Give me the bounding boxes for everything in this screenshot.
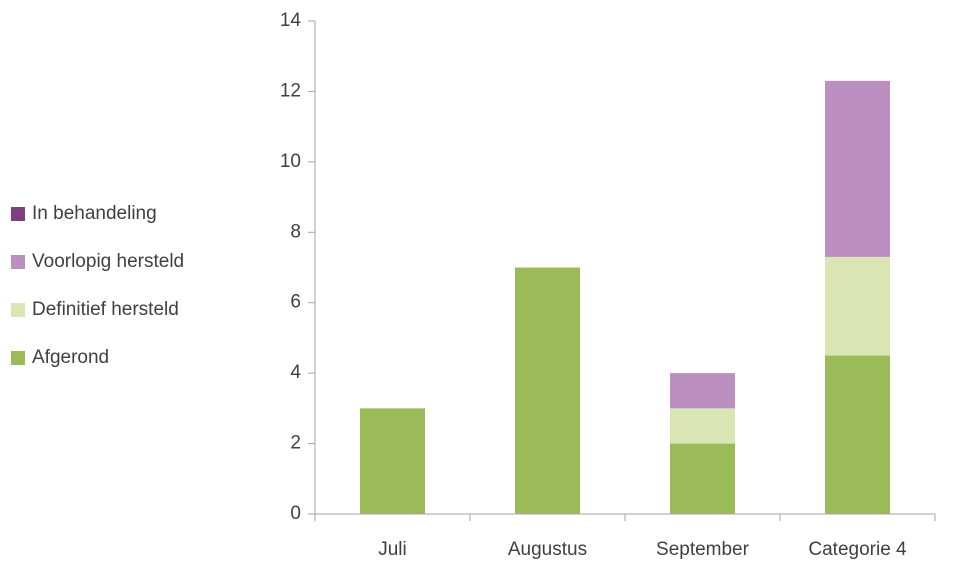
y-tick-label: 8 — [290, 221, 301, 242]
legend-label: Definitief hersteld — [32, 299, 179, 320]
y-tick-label: 10 — [280, 151, 301, 172]
bar — [515, 267, 580, 514]
bar — [670, 408, 735, 444]
x-tick-label: Augustus — [508, 539, 587, 560]
bar — [825, 256, 890, 356]
y-tick-label: 4 — [290, 362, 301, 383]
bar — [670, 443, 735, 514]
y-tick-label: 0 — [290, 503, 301, 524]
y-tick-label: 14 — [280, 10, 302, 31]
legend-label: Voorlopig hersteld — [32, 251, 184, 272]
bar — [360, 408, 425, 514]
x-tick-label: September — [656, 539, 750, 560]
y-tick-label: 6 — [290, 292, 301, 313]
bar — [825, 355, 890, 514]
legend-swatch — [11, 303, 25, 317]
x-tick-label: Categorie 4 — [808, 539, 907, 560]
legend-swatch — [11, 351, 25, 365]
bar — [825, 80, 890, 257]
legend-swatch — [11, 207, 25, 221]
x-tick-label: Juli — [378, 539, 407, 560]
bar — [670, 373, 735, 409]
y-tick-label: 12 — [280, 80, 301, 101]
legend-label: Afgerond — [32, 347, 109, 368]
legend-label: In behandeling — [32, 203, 157, 224]
y-tick-label: 2 — [290, 433, 301, 454]
legend-swatch — [11, 255, 25, 269]
